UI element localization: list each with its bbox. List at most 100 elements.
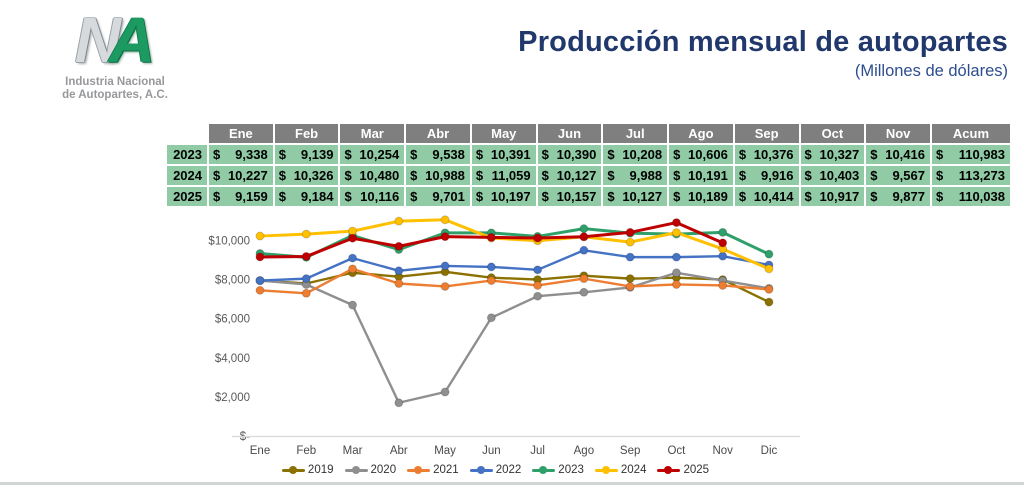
series-2021-marker — [486, 276, 496, 286]
legend-label: 2020 — [370, 464, 397, 476]
series-2022-marker — [348, 253, 358, 263]
legend-label: 2024 — [620, 464, 647, 476]
series-2021-line — [258, 267, 771, 295]
table-value-cell: $10,327 — [800, 145, 865, 164]
logo-caption: Industria Nacional de Autopartes, A.C. — [30, 76, 200, 102]
table-value-cell: $113,273 — [931, 166, 1010, 185]
series-2023-marker — [764, 249, 774, 259]
legend-marker-dot — [664, 466, 673, 474]
legend-marker — [657, 466, 681, 474]
series-2019-marker — [625, 274, 635, 284]
series-2022-marker — [394, 266, 404, 276]
page-title: Producción mensual de autopartes — [518, 26, 1008, 58]
series-2021-marker — [440, 281, 450, 291]
legend-marker-dot — [476, 466, 485, 474]
series-2021-marker — [764, 284, 774, 294]
legend-item-2020: 2020 — [344, 464, 397, 476]
page-subtitle: (Millones de dólares) — [854, 62, 1008, 80]
legend-item-2022: 2022 — [469, 464, 521, 476]
table-header-cell: Nov — [866, 124, 930, 143]
legend-marker-dot — [601, 466, 610, 474]
series-2025-marker — [625, 227, 635, 237]
table-year-cell: 2023 — [167, 145, 207, 164]
logo-caption-line1: Industria Nacional — [65, 76, 165, 88]
table-header-cell: Feb — [274, 124, 339, 143]
series-2024-marker — [440, 215, 450, 225]
series-2023-marker — [579, 224, 589, 234]
series-2022-marker — [671, 252, 681, 262]
table-value-cell: $9,538 — [406, 145, 470, 164]
table-value-cell: $9,338 — [209, 145, 273, 164]
series-2024-marker — [255, 231, 265, 241]
table-value-cell: $10,403 — [800, 166, 865, 185]
series-2020-marker — [579, 287, 589, 297]
table-header-cell: Mar — [340, 124, 405, 143]
table-value-cell: $10,157 — [537, 187, 602, 206]
y-axis-tick-label: $10,000 — [208, 236, 250, 248]
series-2025-marker — [671, 218, 681, 228]
series-2022-marker — [625, 252, 635, 262]
series-2020-marker — [348, 300, 358, 310]
legend-marker-dot — [414, 466, 423, 474]
y-axis-tick-label: $4,000 — [215, 353, 250, 365]
table-value-cell: $10,391 — [471, 145, 536, 164]
production-chart: $10,000$8,000$6,000$4,000$2,000$-Ene Feb M… — [208, 215, 800, 457]
table-value-cell: $10,189 — [669, 187, 733, 206]
table-value-cell: $10,414 — [734, 187, 799, 206]
series-2021-marker — [625, 281, 635, 291]
series-2025-marker — [533, 233, 543, 243]
ina-logo: NA Industria Nacional de Autopartes, A.C… — [30, 8, 200, 102]
x-axis-tick-label: Oct — [667, 445, 686, 457]
table-header-cell: Sep — [734, 124, 799, 143]
series-2021-marker — [348, 264, 358, 274]
x-axis-tick-label: Sep — [620, 445, 640, 457]
series-2025-marker — [348, 233, 358, 243]
series-2025-marker — [255, 252, 265, 262]
table-value-cell: $10,208 — [603, 145, 668, 164]
series-2021-marker — [255, 285, 265, 295]
x-axis-tick-label: Abr — [390, 445, 408, 457]
y-axis-tick-label: $8,000 — [215, 275, 250, 287]
table-value-cell: $10,988 — [406, 166, 470, 185]
legend-marker — [344, 466, 368, 474]
table-header-cell: Jul — [603, 124, 668, 143]
series-2021-marker — [718, 280, 728, 290]
series-2022-marker — [533, 265, 543, 275]
table-value-cell: $10,127 — [537, 166, 602, 185]
table-value-cell: $9,159 — [209, 187, 273, 206]
series-2025-marker — [394, 241, 404, 251]
legend-marker — [407, 466, 431, 474]
table-value-cell: $10,197 — [471, 187, 536, 206]
table-value-cell: $10,191 — [669, 166, 733, 185]
y-axis-tick-label: $2,000 — [215, 392, 250, 404]
series-2020-line — [258, 271, 771, 404]
series-2019-marker — [764, 297, 774, 307]
series-2024-line — [258, 218, 771, 271]
table-value-cell: $110,983 — [931, 145, 1010, 164]
series-2022-marker — [440, 261, 450, 271]
series-2020-marker — [440, 387, 450, 397]
table-value-cell: $10,376 — [734, 145, 799, 164]
series-2024-marker — [625, 237, 635, 247]
series-2020-marker — [671, 268, 681, 278]
x-axis-tick-label: Jul — [530, 445, 545, 457]
table-header-cell: Ene — [209, 124, 273, 143]
table-value-cell: $9,988 — [603, 166, 668, 185]
table-value-cell: $10,606 — [669, 145, 733, 164]
x-axis-tick-label: Mar — [343, 445, 363, 457]
table-header-cell: Oct — [800, 124, 865, 143]
x-axis-tick-label: Nov — [712, 445, 733, 457]
x-axis-tick-label: Ago — [574, 445, 594, 457]
series-2022-marker — [301, 274, 311, 284]
series-2021-marker — [671, 279, 681, 289]
legend-label: 2021 — [433, 464, 459, 476]
series-2021-marker — [533, 280, 543, 290]
table-header-cell: Acum — [931, 124, 1010, 143]
production-table: Ene Feb Mar Abr May Jun Jul Ago Sep Oct Nov Acum 202… — [167, 124, 1010, 206]
series-2022-marker — [486, 262, 496, 272]
legend-label: 2025 — [683, 464, 710, 476]
series-2025-marker — [440, 232, 450, 242]
table-value-cell: $9,184 — [274, 187, 339, 206]
legend-item-2025: 2025 — [657, 464, 709, 476]
series-2021-marker — [394, 279, 404, 289]
